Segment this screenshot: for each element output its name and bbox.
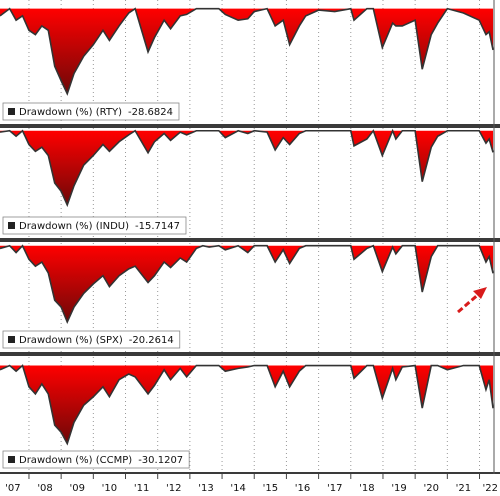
annotation-arrowhead (473, 287, 487, 299)
legend-value: -28.6824 (128, 107, 173, 118)
drawdown-line (0, 364, 494, 446)
legend-value: -15.7147 (135, 221, 180, 232)
legend-swatch (8, 222, 15, 229)
x-tick-label: '13 (198, 483, 213, 494)
panel-separator (0, 472, 500, 474)
legend-label: Drawdown (%) (RTY) (19, 107, 122, 118)
legend-swatch (8, 108, 15, 115)
legend-label: Drawdown (%) (INDU) (19, 221, 129, 232)
drawdown-area (0, 8, 494, 94)
legend-box (2, 216, 187, 235)
x-tick-label: '22 (483, 483, 498, 494)
drawdown-line (0, 7, 494, 96)
x-tick-label: '07 (5, 483, 20, 494)
panel-separator (0, 238, 500, 242)
x-tick-label: '10 (102, 483, 117, 494)
x-tick-label: '18 (359, 483, 374, 494)
legend-swatch (8, 456, 15, 463)
x-tick-label: '12 (166, 483, 181, 494)
x-tick-label: '17 (327, 483, 342, 494)
x-tick-label: '20 (424, 483, 439, 494)
legend-value: -30.1207 (138, 455, 183, 466)
legend-swatch (8, 336, 15, 343)
drawdown-area (0, 245, 494, 323)
x-tick-label: '09 (69, 483, 84, 494)
panel-separator (0, 124, 500, 128)
legend-value: -20.2614 (129, 335, 174, 346)
drawdown-area (0, 130, 494, 205)
legend-box (2, 102, 180, 121)
legend-label: Drawdown (%) (CCMP) (19, 455, 132, 466)
legend-box (2, 450, 190, 469)
x-tick-label: '08 (37, 483, 52, 494)
annotation-arrow (457, 291, 481, 314)
legend-box (2, 330, 181, 349)
x-tick-label: '21 (456, 483, 471, 494)
drawdown-area (0, 365, 494, 444)
x-tick-label: '16 (295, 483, 310, 494)
drawdown-line (0, 244, 494, 325)
drawdown-line (0, 128, 494, 208)
x-tick-label: '19 (391, 483, 406, 494)
legend-label: Drawdown (%) (SPX) (19, 335, 123, 346)
panel-separator (0, 352, 500, 356)
x-tick-label: '15 (263, 483, 278, 494)
x-tick-label: '11 (134, 483, 149, 494)
x-tick-label: '14 (230, 483, 245, 494)
